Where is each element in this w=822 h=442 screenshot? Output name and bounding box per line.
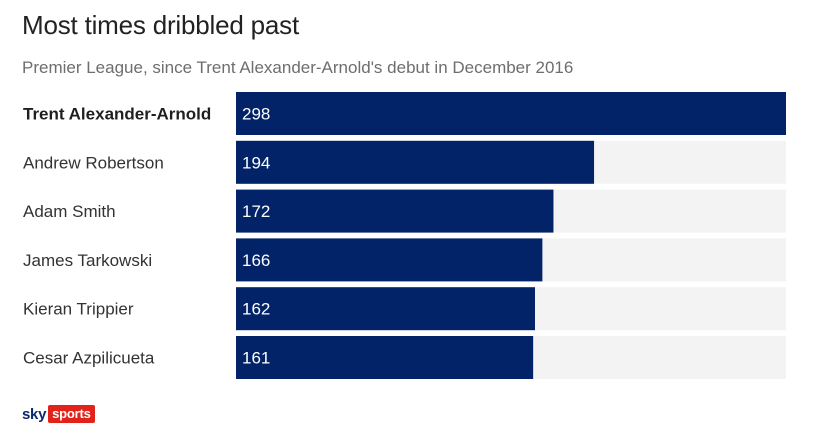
bar-row: Trent Alexander-Arnold 298 <box>23 92 786 135</box>
data-label: 161 <box>242 349 270 368</box>
data-label: 194 <box>242 153 270 172</box>
bar <box>236 189 554 233</box>
data-label: 166 <box>242 251 270 270</box>
sky-sports-logo: sky sports <box>22 404 95 424</box>
bar <box>236 238 543 282</box>
bar-row: James Tarkowski 166 <box>23 238 786 282</box>
category-label: Adam Smith <box>23 202 116 221</box>
category-label: Andrew Robertson <box>23 153 164 172</box>
category-label: Kieran Trippier <box>23 300 134 319</box>
bar-row: Andrew Robertson 194 <box>23 140 786 184</box>
bar-row: Kieran Trippier 162 <box>23 287 786 331</box>
chart-title: Most times dribbled past <box>22 10 299 40</box>
category-label: Cesar Azpilicueta <box>23 349 155 368</box>
bar <box>236 336 534 379</box>
bar-row: Cesar Azpilicueta 161 <box>23 336 786 379</box>
logo-sports-text: sports <box>48 405 95 423</box>
bar <box>236 287 535 331</box>
chart-subtitle: Premier League, since Trent Alexander-Ar… <box>22 58 574 77</box>
data-label: 172 <box>242 202 270 221</box>
data-label: 162 <box>242 300 270 319</box>
category-label: Trent Alexander-Arnold <box>23 105 211 124</box>
bar-row: Adam Smith 172 <box>23 189 786 233</box>
data-label: 298 <box>242 105 270 124</box>
logo-sky-text: sky <box>22 405 47 423</box>
category-label: James Tarkowski <box>23 251 152 270</box>
bar <box>236 140 595 184</box>
bar <box>236 92 786 135</box>
